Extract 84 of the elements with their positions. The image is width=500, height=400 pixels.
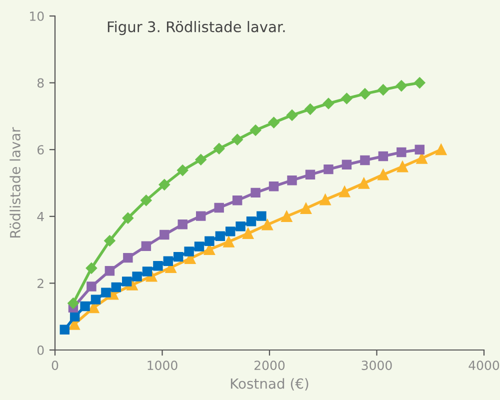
y-tick-label: 0 <box>37 345 44 355</box>
point <box>268 116 280 128</box>
point <box>414 77 426 88</box>
point <box>300 202 312 214</box>
point <box>436 144 447 156</box>
point <box>396 147 406 158</box>
point <box>194 242 204 252</box>
point <box>68 298 79 309</box>
point <box>246 216 256 226</box>
point <box>287 175 297 186</box>
point <box>232 134 243 146</box>
point <box>262 219 273 230</box>
point <box>322 98 334 110</box>
point <box>378 169 389 180</box>
point <box>90 294 101 304</box>
point <box>214 202 224 213</box>
point <box>142 266 152 276</box>
point <box>250 188 260 198</box>
point <box>250 124 262 136</box>
y-tick-label: 6 <box>38 145 44 155</box>
point <box>359 88 371 100</box>
point <box>281 210 292 222</box>
point <box>153 260 163 271</box>
point <box>342 160 352 170</box>
y-tick-label: 4 <box>37 212 44 222</box>
point <box>256 211 266 221</box>
point <box>122 276 132 286</box>
point <box>225 226 236 236</box>
point <box>132 272 142 282</box>
point <box>140 194 152 206</box>
point <box>341 92 352 104</box>
point <box>324 164 334 174</box>
point <box>86 282 96 292</box>
point <box>320 194 331 206</box>
point <box>213 142 225 154</box>
point <box>196 211 206 221</box>
y-axis-title: Rödlistade lavar <box>10 127 20 238</box>
point <box>195 154 206 166</box>
x-tick-label: 4000 <box>468 360 500 370</box>
point <box>123 252 133 263</box>
y-tick-label: 2 <box>38 278 44 288</box>
point <box>160 230 170 240</box>
point <box>141 241 152 251</box>
y-tick-label: 8 <box>37 78 44 88</box>
point <box>86 262 98 274</box>
x-tick-label: 2000 <box>254 360 285 370</box>
point <box>80 301 90 312</box>
point <box>104 266 115 276</box>
point <box>358 178 370 189</box>
point <box>204 236 214 246</box>
point <box>378 151 388 162</box>
x-axis-title: Kostnad (€) <box>230 378 308 390</box>
point <box>360 155 370 166</box>
point <box>232 196 242 206</box>
point <box>173 252 184 262</box>
point <box>339 186 350 198</box>
point <box>122 212 134 224</box>
point <box>184 246 194 256</box>
point <box>215 231 226 241</box>
point <box>163 256 174 266</box>
point <box>70 312 80 322</box>
point <box>60 324 70 334</box>
chart-title: Figur 3. Rödlistade lavar. <box>108 21 285 36</box>
point <box>396 80 408 92</box>
point <box>286 110 298 121</box>
point <box>236 222 246 232</box>
point <box>304 104 316 115</box>
x-tick-label: 0 <box>52 360 58 370</box>
point <box>177 164 188 176</box>
point <box>101 288 111 298</box>
point <box>378 84 389 96</box>
point <box>223 236 234 248</box>
point <box>268 181 279 192</box>
point <box>242 228 254 239</box>
point <box>305 170 316 180</box>
point <box>104 235 116 246</box>
point <box>158 179 170 190</box>
y-tick-label: 10 <box>30 11 44 21</box>
point <box>396 161 408 172</box>
x-tick-label: 3000 <box>362 360 392 370</box>
x-tick-label: 1000 <box>148 360 178 370</box>
point <box>178 220 188 230</box>
point <box>414 144 425 154</box>
point <box>111 282 121 292</box>
